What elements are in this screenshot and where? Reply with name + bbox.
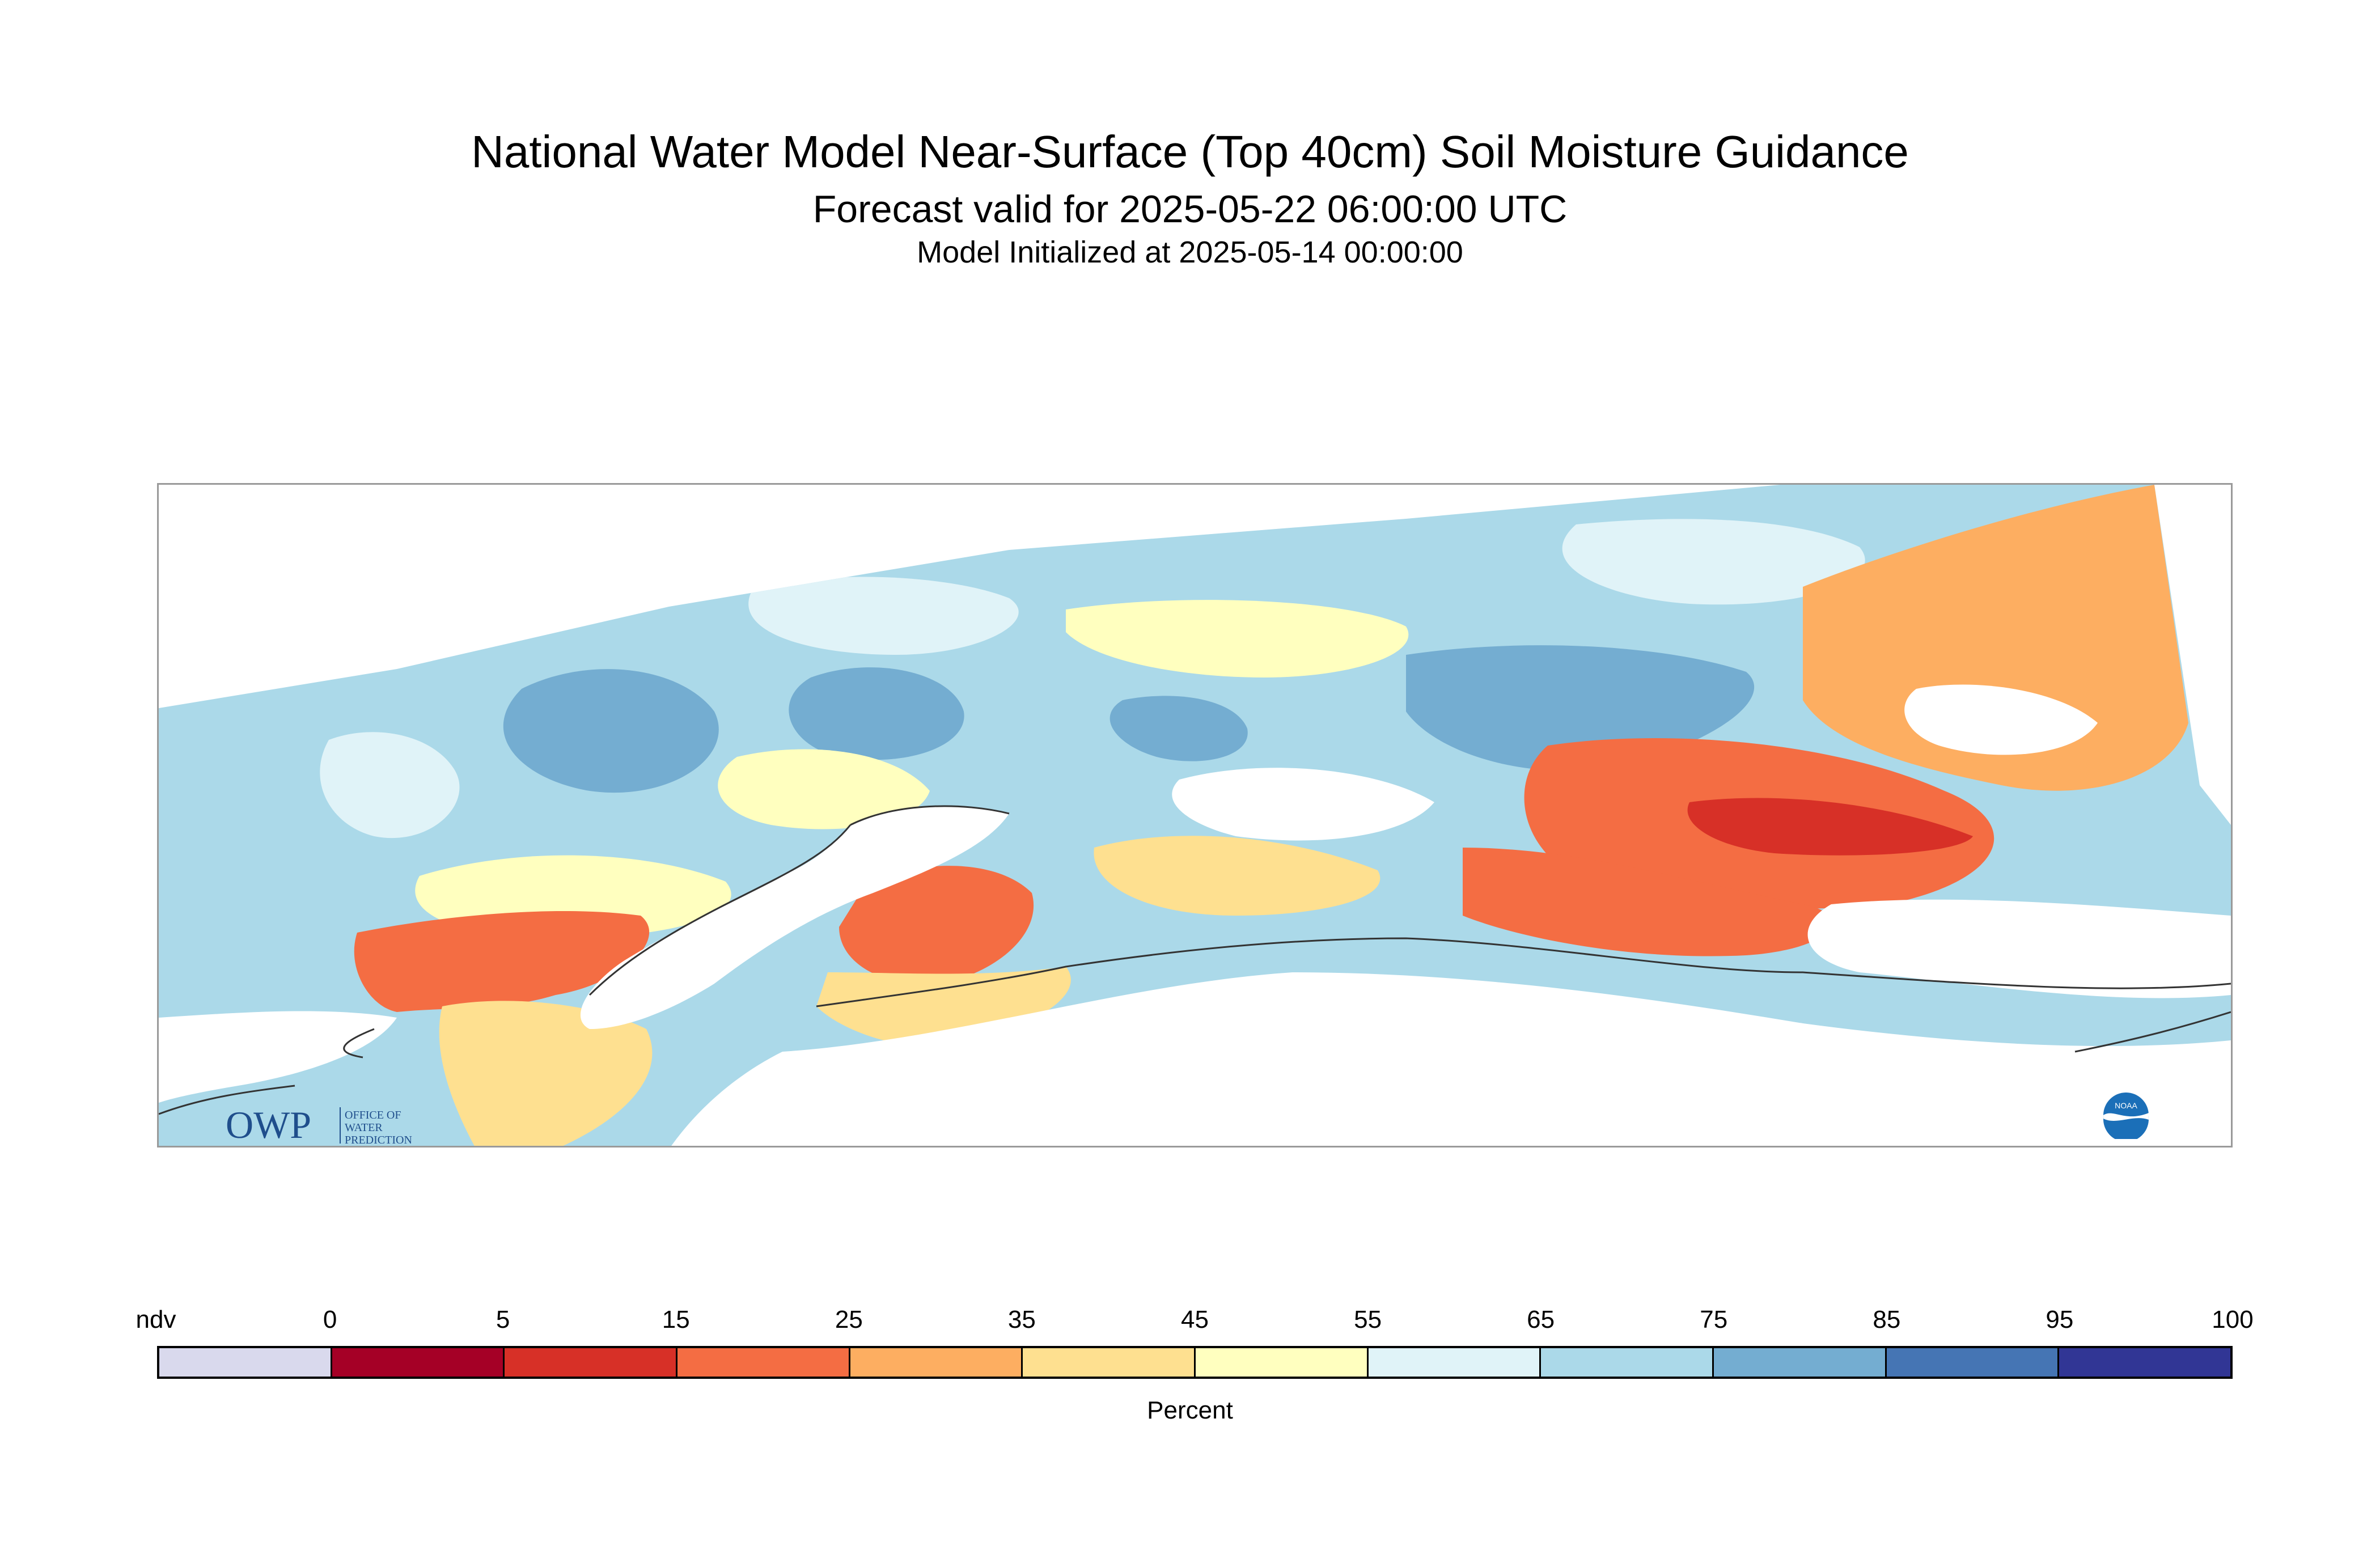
colorbar-tick-label: 95	[2046, 1306, 2074, 1333]
region-red-orange-west	[354, 911, 650, 1012]
colorbar-tick-label: 35	[1007, 1306, 1036, 1333]
region-red-orange-coast-east	[1463, 848, 1833, 956]
owp-caption-1: OFFICE OF	[345, 1109, 401, 1121]
colorbar-swatches	[157, 1346, 2233, 1379]
coastline-cook-inlet	[588, 805, 1010, 996]
colorbar-tick-label: 25	[835, 1306, 863, 1333]
colorbar-tick-label: 75	[1700, 1306, 1728, 1333]
region-mid-blue-4	[1109, 696, 1248, 761]
colorbar-swatch	[159, 1348, 332, 1377]
water-cook-inlet	[580, 806, 1009, 1029]
forecast-valid-time: Forecast valid for 2025-05-22 06:00:00 U…	[812, 188, 1568, 231]
region-pale-blue-ne	[1562, 519, 1865, 605]
colorbar-swatch	[1023, 1348, 1196, 1377]
colorbar-tick-label: 15	[662, 1306, 690, 1333]
region-white-central-range	[1172, 768, 1434, 841]
colorbar-tick-label: 100	[2212, 1306, 2254, 1333]
colorbar-swatch	[1886, 1348, 2060, 1377]
colorbar-swatch	[332, 1348, 505, 1377]
colorbar-tick-label: 5	[496, 1306, 510, 1333]
region-orange-yukon	[1803, 485, 2188, 791]
colorbar-tick-label: 0	[323, 1306, 337, 1333]
colorbar-swatch	[1541, 1348, 1714, 1377]
colorbar-unit-label: Percent	[1147, 1396, 1233, 1424]
owp-logo-letters: OWP	[226, 1103, 311, 1146]
colorbar-tick-label: ndv	[135, 1306, 176, 1333]
region-yellow-coast	[1094, 836, 1380, 916]
region-white-coastal-mountains	[1807, 899, 2231, 998]
colorbar-tick-label: 85	[1873, 1306, 1901, 1333]
colorbar-tick-label: 45	[1181, 1306, 1209, 1333]
coastline-gulf	[816, 937, 2231, 1007]
owp-logo: OWP OFFICE OF WATER PREDICTION	[226, 1103, 441, 1146]
map-canvas	[159, 485, 2231, 1146]
region-mid-blue-2	[789, 667, 964, 760]
noaa-logo-text: NOAA	[2115, 1101, 2137, 1110]
coastline-west	[159, 1028, 375, 1115]
region-yellow-west-peninsula	[439, 1001, 653, 1146]
noaa-logo: NOAA	[2102, 1091, 2150, 1139]
region-red-range	[1687, 798, 1973, 856]
region-red-orange-kenai	[839, 866, 1034, 985]
region-mid-blue-1	[503, 669, 719, 793]
colorbar-tick-label: 65	[1527, 1306, 1555, 1333]
colorbar-swatch	[1196, 1348, 1369, 1377]
region-pale-yellow-2	[718, 749, 930, 829]
region-pale-blue-west	[320, 732, 460, 839]
owp-logo-graphic: OWP OFFICE OF WATER PREDICTION	[226, 1103, 412, 1146]
colorbar-swatch	[2059, 1348, 2231, 1377]
model-init-time: Model Initialized at 2025-05-14 00:00:00	[917, 235, 1463, 269]
soil-moisture-map: OWP OFFICE OF WATER PREDICTION NOAA	[157, 483, 2233, 1147]
region-pale-yellow-central	[1066, 600, 1409, 678]
water-western-bay	[159, 1011, 397, 1103]
owp-caption-2: WATER	[345, 1121, 383, 1134]
colorbar-swatch	[1368, 1348, 1542, 1377]
map-title: National Water Model Near-Surface (Top 4…	[471, 126, 1909, 177]
colorbar-swatch	[505, 1348, 678, 1377]
region-white-east	[1904, 684, 2098, 755]
owp-caption-3: PREDICTION	[345, 1134, 412, 1146]
colorbar-tick-label: 55	[1354, 1306, 1382, 1333]
water-gulf-of-alaska	[669, 972, 2231, 1146]
colorbar-swatch	[1714, 1348, 1887, 1377]
region-pale-blue-north	[748, 577, 1019, 655]
noaa-logo-graphic: NOAA	[2103, 1093, 2149, 1139]
colorbar-swatch	[677, 1348, 850, 1377]
coastline-southeast	[2074, 1011, 2231, 1053]
colorbar-swatch	[850, 1348, 1023, 1377]
